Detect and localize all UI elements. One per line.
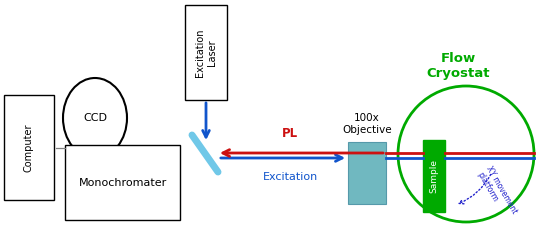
Text: Monochromater: Monochromater: [78, 177, 167, 187]
Text: 100x
Objective: 100x Objective: [342, 113, 392, 135]
Text: CCD: CCD: [83, 113, 107, 123]
Text: Excitation: Excitation: [262, 172, 318, 182]
Bar: [4, 95, 54, 200]
Text: PL: PL: [282, 127, 298, 140]
Text: XY movement
platform: XY movement platform: [475, 165, 518, 221]
Bar: [185, 5, 227, 100]
Bar: [423, 140, 445, 212]
Text: Flow
Cryostat: Flow Cryostat: [426, 52, 490, 80]
Text: Sample: Sample: [430, 159, 439, 193]
Bar: [348, 142, 386, 204]
Text: Computer: Computer: [24, 123, 34, 172]
Text: Excitation
Laser: Excitation Laser: [195, 28, 217, 77]
Bar: [65, 145, 180, 220]
